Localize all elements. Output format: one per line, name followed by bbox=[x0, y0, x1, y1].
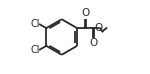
Text: Cl: Cl bbox=[30, 19, 39, 29]
Text: Cl: Cl bbox=[30, 45, 39, 55]
Text: O: O bbox=[81, 8, 90, 18]
Text: O: O bbox=[89, 38, 98, 48]
Text: O: O bbox=[94, 23, 103, 33]
